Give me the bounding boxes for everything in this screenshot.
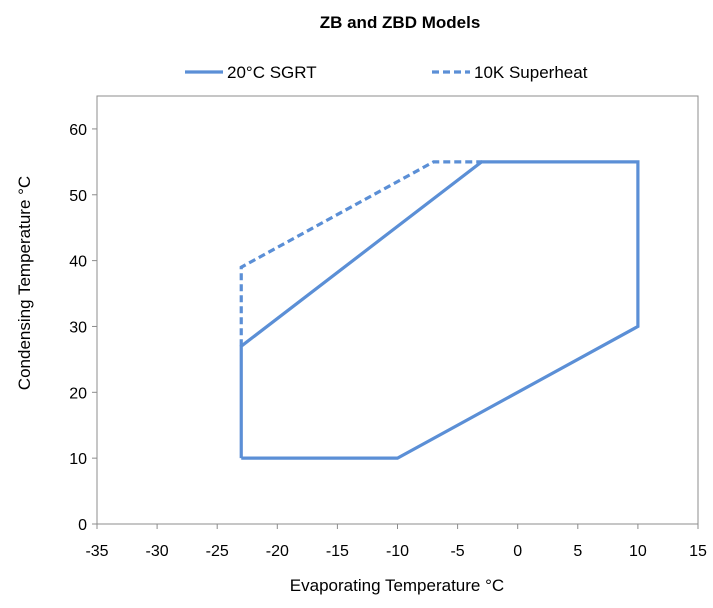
y-tick-label: 30 [69, 319, 87, 336]
x-tick-label: -35 [85, 543, 108, 560]
x-tick-label: -15 [326, 543, 349, 560]
x-tick-label: 5 [573, 543, 582, 560]
x-tick-label: -25 [206, 543, 229, 560]
y-tick-label: 60 [69, 122, 87, 139]
legend-item: 20°C SGRT [185, 63, 317, 82]
x-tick-label: -10 [386, 543, 409, 560]
x-axis-label: Evaporating Temperature °C [290, 576, 504, 595]
y-tick-label: 20 [69, 385, 87, 402]
x-tick-label: -5 [450, 543, 464, 560]
y-tick-label: 10 [69, 451, 87, 468]
x-tick-label: 10 [629, 543, 647, 560]
axes-layer: 0 10 20 30 40 50 60 -35 -30 -25 -20 -15 -10 -5 0 5 10 15 [69, 96, 707, 560]
series-line-dashed [239, 160, 482, 347]
y-tick-label: 0 [78, 517, 87, 534]
plot-area [96, 95, 699, 525]
x-tick-label: -20 [266, 543, 289, 560]
y-tick-label: 50 [69, 188, 87, 205]
x-tick-label: 15 [689, 543, 707, 560]
legend: 20°C SGRT 10K Superheat [185, 63, 588, 82]
y-tick-label: 40 [69, 254, 87, 271]
chart-title: ZB and ZBD Models [320, 13, 481, 32]
series-layer [239, 160, 640, 460]
legend-item: 10K Superheat [432, 63, 588, 82]
x-tick-label: -30 [146, 543, 169, 560]
x-tick-label: 0 [513, 543, 522, 560]
y-axis-label: Condensing Temperature °C [15, 176, 34, 390]
legend-label: 20°C SGRT [227, 63, 317, 82]
legend-label: 10K Superheat [474, 63, 588, 82]
